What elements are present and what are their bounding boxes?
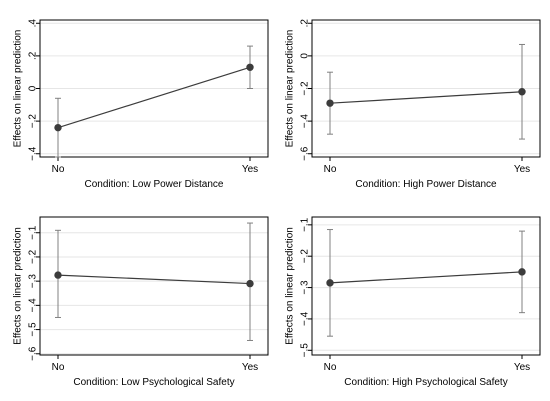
series-line	[57, 274, 251, 285]
y-axis-title: Effects on linear prediction	[285, 30, 296, 148]
plot-border	[39, 19, 269, 158]
y-tick-label: −.2	[28, 114, 39, 129]
y-axis-title: Effects on linear prediction	[13, 227, 24, 345]
chart-panel-1: −.4 −.2 0 .2 .4 No Yes Condition: Low Power Dis…	[13, 19, 269, 190]
plot-border	[311, 19, 541, 158]
y-tick-label: −.1	[300, 217, 311, 232]
chart-panel-3: −.6 −.5 −.4 −.3 −.2 −.1 No Yes Condition: Low Ps…	[13, 216, 269, 388]
x-tick-label: No	[52, 362, 65, 373]
y-tick-label: −.6	[300, 146, 311, 161]
y-tick-label: −.6	[28, 346, 39, 361]
y-tick-label: −.3	[300, 280, 311, 295]
x-tick-label: Yes	[514, 164, 530, 175]
x-tick-label: Yes	[242, 362, 258, 373]
data-point	[326, 279, 334, 287]
data-point	[326, 99, 334, 107]
y-tick-label: −.4	[28, 146, 39, 161]
x-tick-label: Yes	[242, 164, 258, 175]
y-tick-label: −.2	[300, 81, 311, 96]
x-axis-title: Condition: High Psychological Safety	[344, 377, 507, 388]
y-tick-label: −.2	[300, 249, 311, 264]
y-tick-label: −.2	[28, 249, 39, 264]
y-axis-title: Effects on linear prediction	[13, 30, 24, 148]
x-axis-title: Condition: High Power Distance	[355, 179, 497, 190]
y-tick-label: −.5	[28, 322, 39, 337]
series-line	[329, 91, 523, 104]
x-tick-label: No	[324, 164, 337, 175]
plot-border	[39, 216, 269, 356]
y-tick-label: .2	[300, 19, 311, 28]
chart-panel-2: −.6 −.4 −.2 0 .2 No Yes Condition: High Power D…	[285, 19, 541, 190]
y-tick-label: −.1	[28, 225, 39, 240]
data-point	[54, 123, 62, 132]
y-tick-label: −.3	[28, 274, 39, 289]
data-point	[518, 268, 526, 276]
chart-panel-4: −.5 −.4 −.3 −.2 −.1 No Yes Condition: High Psyc…	[285, 216, 541, 388]
y-tick-label: .2	[28, 51, 39, 60]
data-point	[246, 279, 254, 288]
plot-border	[311, 216, 541, 356]
x-tick-label: No	[52, 164, 65, 175]
y-axis-title: Effects on linear prediction	[285, 227, 296, 345]
y-tick-label: −.4	[28, 298, 39, 313]
x-tick-label: Yes	[514, 362, 530, 373]
y-tick-label: 0	[300, 53, 311, 59]
data-point	[246, 63, 254, 71]
y-tick-label: −.4	[300, 311, 311, 326]
x-axis-title: Condition: Low Power Distance	[85, 179, 224, 190]
series-line	[57, 66, 251, 129]
x-tick-label: No	[324, 362, 337, 373]
series-line	[329, 271, 523, 284]
y-tick-label: −.4	[300, 114, 311, 129]
plot-frame	[311, 216, 541, 356]
data-point	[54, 271, 62, 279]
y-tick-label: 0	[28, 85, 39, 91]
plot-frame	[39, 216, 269, 356]
x-axis-title: Condition: Low Psychological Safety	[73, 377, 234, 388]
y-tick-label: −.5	[300, 343, 311, 358]
data-point	[518, 88, 526, 96]
y-tick-label: .4	[28, 19, 39, 28]
